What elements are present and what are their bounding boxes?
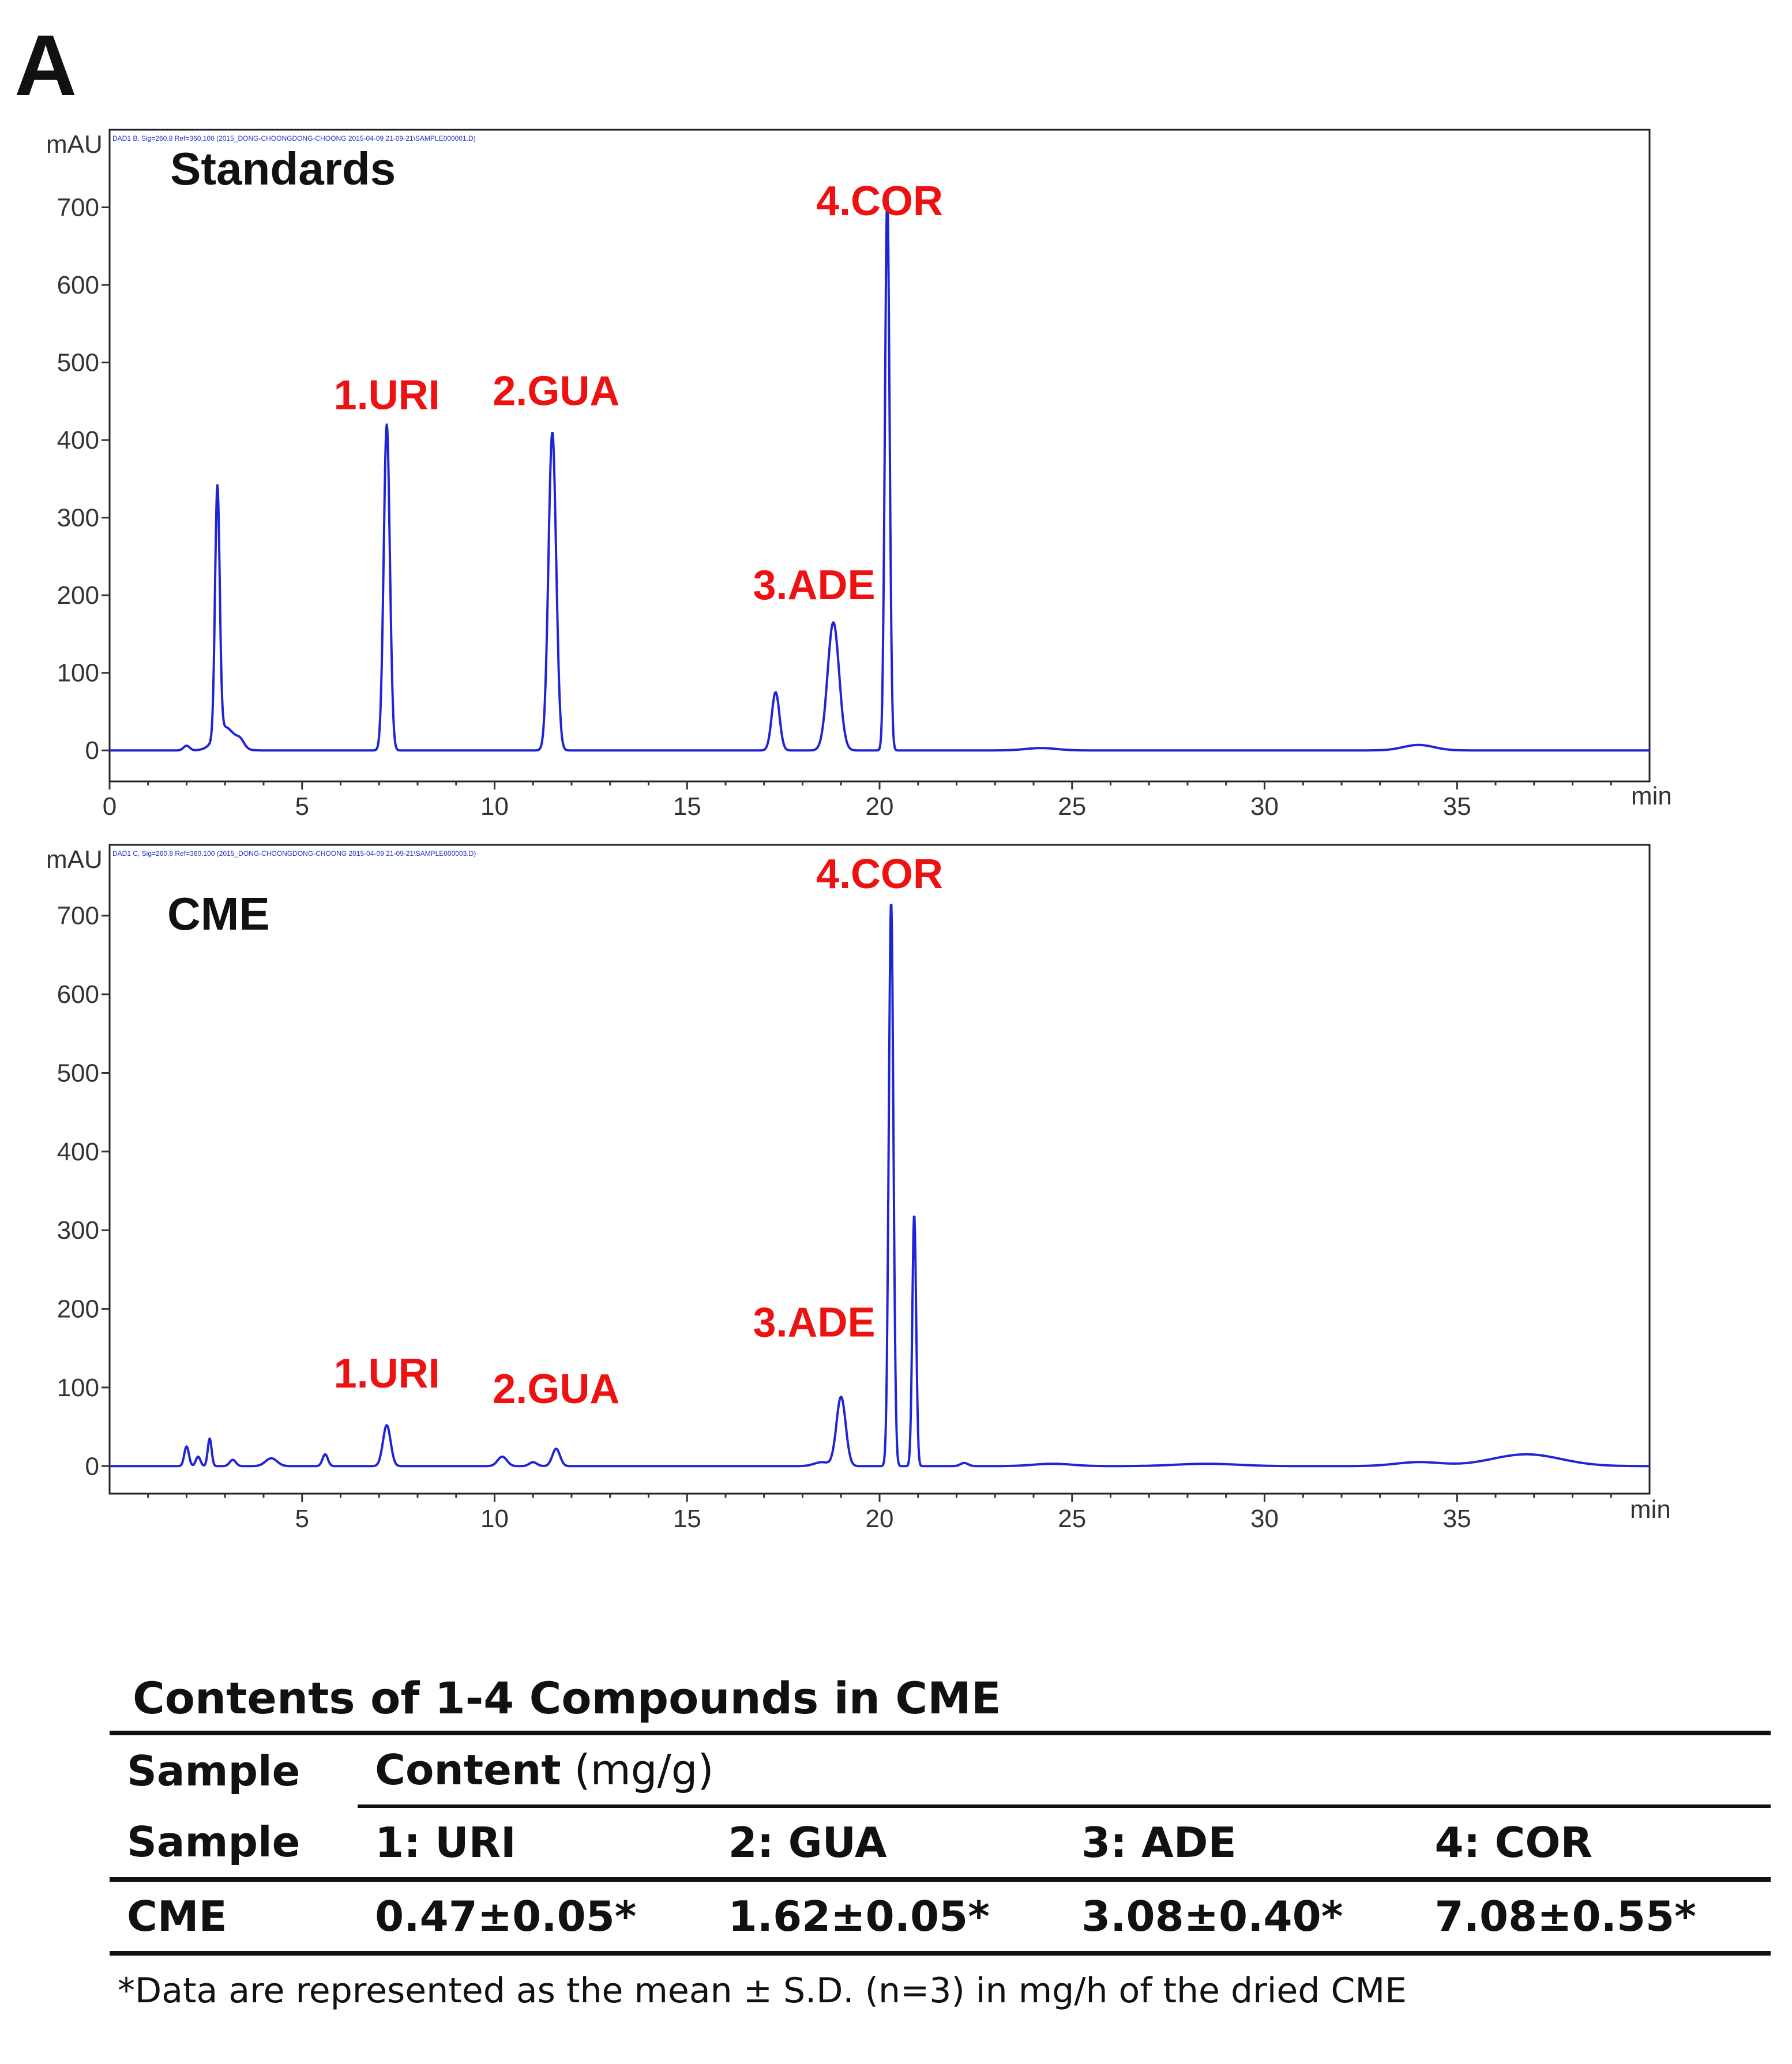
y-tick-label: 500 [57, 1059, 99, 1087]
y-tick-label: 500 [57, 349, 99, 377]
subheader-cor: 4: COR [1417, 1804, 1771, 1879]
content-table: Sample Content (mg/g) Sample 1: URI 2: G… [110, 1731, 1771, 1956]
peak-label: 4.COR [816, 851, 943, 897]
x-tick-label: 5 [295, 1505, 309, 1533]
peak-annotations: 1.URI 2.GUA 3.ADE 4.COR [334, 851, 943, 1412]
y-tick-label: 0 [85, 736, 99, 765]
y-tick-label: 700 [57, 194, 99, 222]
plot-frame [108, 129, 1651, 783]
x-axis-unit: min [1630, 1495, 1671, 1524]
detector-header: DAD1 C, Sig=260,8 Ref=360,100 (2015_DONG… [112, 849, 476, 858]
content-table-block: Contents of 1-4 Compounds in CME Sample … [110, 1672, 1771, 2011]
x-axis-unit: min [1631, 782, 1672, 810]
header-sample: Sample [127, 1746, 300, 1795]
y-tick-label: 600 [57, 980, 99, 1009]
x-tick-label: 25 [1058, 1505, 1086, 1533]
cell-cor: 7.08±0.55* [1434, 1892, 1696, 1941]
y-tick-label: 200 [57, 1295, 99, 1324]
cell-sample: CME [127, 1892, 227, 1941]
x-tick-label: 0 [103, 792, 117, 821]
content-label: Content [375, 1746, 561, 1794]
table-row: CME 0.47±0.05* 1.62±0.05* 3.08±0.40* 7.0… [110, 1879, 1771, 1953]
chart-title: CME [167, 888, 270, 939]
x-tick-label: 15 [673, 792, 701, 821]
peak-label: 3.ADE [753, 562, 875, 608]
content-unit: (mg/g) [574, 1746, 714, 1794]
y-tick-label: 300 [57, 1216, 99, 1245]
peak-label: 2.GUA [493, 1366, 619, 1412]
peak-label: 4.COR [816, 178, 943, 224]
subheader-sample: Sample [127, 1817, 300, 1866]
subheader-ade: 3: ADE [1064, 1804, 1418, 1879]
y-tick-label: 100 [57, 1374, 99, 1402]
header-row-1: Sample Content (mg/g) [110, 1733, 1771, 1806]
y-ticks: 0 100 200 300 400 500 600 700 [57, 194, 110, 765]
x-tick-label: 10 [480, 792, 509, 821]
subheader-gua: 2: GUA [711, 1804, 1065, 1879]
chromatogram-trace [108, 190, 1651, 752]
header-row-2: Sample 1: URI 2: GUA 3: ADE 4: COR [110, 1804, 1771, 1879]
x-tick-label: 15 [673, 1505, 701, 1533]
x-tick-label: 30 [1250, 792, 1279, 821]
x-tick-label: 10 [480, 1505, 509, 1533]
y-tick-label: 600 [57, 271, 99, 299]
chromatogram-trace [108, 904, 1651, 1468]
peak-label: 1.URI [334, 1351, 440, 1397]
peak-label: 3.ADE [753, 1299, 875, 1345]
x-tick-label: 35 [1443, 1505, 1471, 1533]
cell-uri: 0.47±0.05* [375, 1892, 637, 1941]
y-tick-label: 200 [57, 581, 99, 610]
y-tick-label: 100 [57, 659, 99, 687]
y-ticks: 0 100 200 300 400 500 600 700 [57, 902, 110, 1480]
x-tick-label: 35 [1443, 792, 1471, 821]
table-title: Contents of 1-4 Compounds in CME [133, 1672, 1001, 1724]
figure-canvas: A DAD1 B, Sig=260,8 Ref=360,100 (2015_DO… [14, 17, 1672, 1533]
x-ticks: 5 10 15 20 25 30 35 [147, 1494, 1612, 1533]
y-tick-label: 400 [57, 426, 99, 454]
x-tick-label: 20 [866, 1505, 894, 1533]
x-tick-label: 25 [1058, 792, 1086, 821]
cell-ade: 3.08±0.40* [1081, 1892, 1343, 1941]
x-ticks: 0 5 10 15 20 25 30 35 [103, 781, 1612, 821]
y-tick-label: 400 [57, 1138, 99, 1166]
cell-gua: 1.62±0.05* [728, 1892, 990, 1941]
y-axis-unit: mAU [46, 130, 103, 159]
detector-header: DAD1 B, Sig=260,8 Ref=360,100 (2015_DONG… [112, 134, 476, 142]
peak-annotations: 1.URI 2.GUA 3.ADE 4.COR [334, 178, 943, 608]
y-tick-label: 300 [57, 504, 99, 532]
x-tick-label: 20 [866, 792, 894, 821]
peak-label: 2.GUA [493, 369, 619, 415]
table-footnote: *Data are represented as the mean ± S.D.… [118, 1971, 1407, 2011]
panel-label: A [14, 17, 77, 114]
y-tick-label: 700 [57, 902, 99, 930]
peak-label: 1.URI [334, 372, 440, 418]
x-tick-label: 5 [295, 792, 309, 821]
header-content: Content (mg/g) [358, 1733, 1771, 1806]
x-tick-label: 30 [1250, 1505, 1279, 1533]
y-axis-unit: mAU [46, 845, 103, 874]
chromatogram-standards: DAD1 B, Sig=260,8 Ref=360,100 (2015_DONG… [46, 129, 1672, 821]
y-tick-label: 0 [85, 1452, 99, 1480]
chart-title: Standards [170, 143, 396, 194]
subheader-uri: 1: URI [358, 1804, 711, 1879]
chromatogram-cme: DAD1 C, Sig=260,8 Ref=360,100 (2015_DONG… [46, 844, 1671, 1533]
